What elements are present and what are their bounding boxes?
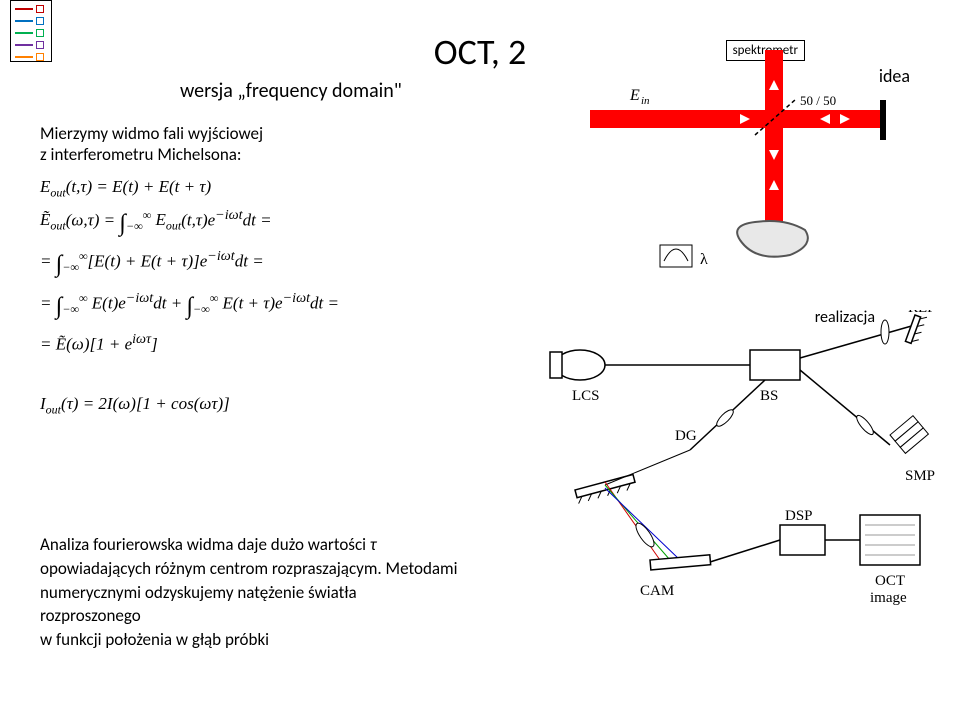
bottom-line1: Analiza fourierowska widma daje dużo war… <box>40 534 376 555</box>
michelson-diagram: E in 50 / 50 λ <box>590 50 910 290</box>
intro-line2: z interferometru Michelsona: <box>40 144 241 165</box>
realization-diagram: LCS BS REF SMP DG C <box>520 310 940 640</box>
bottom-line4: w funkcji położenia w głąb próbki <box>40 629 269 650</box>
svg-text:LCS: LCS <box>572 388 600 404</box>
svg-text:50 / 50: 50 / 50 <box>800 93 836 108</box>
svg-text:in: in <box>641 95 650 107</box>
legend-box <box>10 0 52 62</box>
svg-text:E: E <box>629 87 640 104</box>
svg-text:DSP: DSP <box>785 508 813 524</box>
svg-text:BS: BS <box>760 388 778 404</box>
svg-text:SMP: SMP <box>905 468 935 484</box>
svg-text:OCT: OCT <box>875 573 905 589</box>
svg-text:REF: REF <box>908 310 936 316</box>
svg-text:DG: DG <box>675 428 697 444</box>
bottom-line2: opowiadających różnym centrom rozpraszaj… <box>40 558 458 579</box>
bottom-paragraph: Analiza fourierowska widma daje dużo war… <box>40 533 460 652</box>
intro-line1: Mierzymy widmo fali wyjściowej <box>40 123 263 144</box>
svg-text:λ: λ <box>700 251 708 268</box>
svg-text:CAM: CAM <box>640 583 674 599</box>
bottom-line3: numerycznymi odzyskujemy natężenie świat… <box>40 582 357 627</box>
svg-text:image: image <box>870 590 907 606</box>
